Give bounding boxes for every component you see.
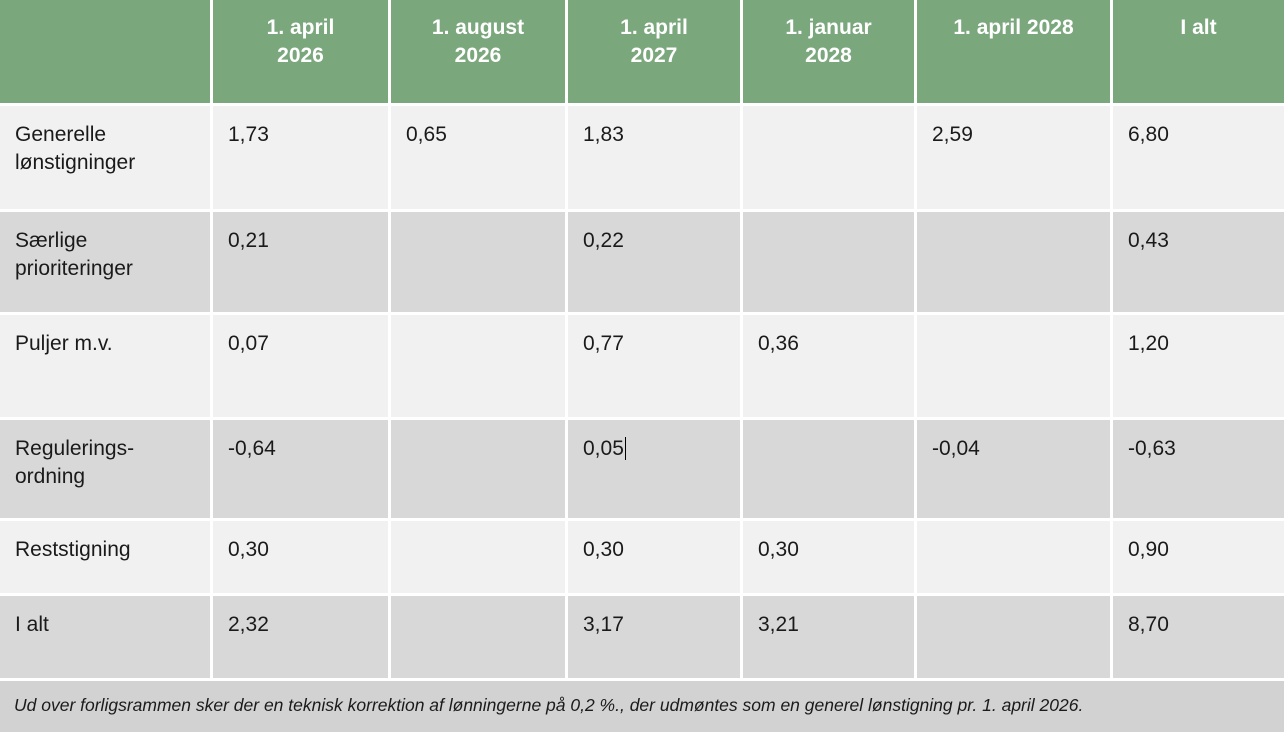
data-cell[interactable]: 1,83 bbox=[568, 106, 740, 209]
data-cell[interactable]: 0,05 bbox=[568, 420, 740, 518]
data-cell[interactable] bbox=[391, 596, 565, 678]
data-cell[interactable]: 0,22 bbox=[568, 212, 740, 312]
data-cell[interactable] bbox=[391, 521, 565, 593]
data-cell[interactable]: 0,21 bbox=[213, 212, 388, 312]
data-cell[interactable]: -0,63 bbox=[1113, 420, 1284, 518]
data-cell[interactable] bbox=[743, 212, 914, 312]
data-cell[interactable]: 0,77 bbox=[568, 315, 740, 417]
row-header[interactable]: Reststigning bbox=[0, 521, 210, 593]
data-cell[interactable]: 0,36 bbox=[743, 315, 914, 417]
data-cell[interactable]: 3,21 bbox=[743, 596, 914, 678]
column-header-apr-2028[interactable]: 1. april 2028 bbox=[917, 0, 1110, 103]
data-cell[interactable] bbox=[391, 420, 565, 518]
data-cell[interactable] bbox=[391, 315, 565, 417]
column-header-aug-2026[interactable]: 1. august 2026 bbox=[391, 0, 565, 103]
text-cursor bbox=[624, 437, 627, 460]
data-cell[interactable]: -0,04 bbox=[917, 420, 1110, 518]
data-cell[interactable]: 1,20 bbox=[1113, 315, 1284, 417]
data-cell[interactable] bbox=[391, 212, 565, 312]
column-header-apr-2027[interactable]: 1. april 2027 bbox=[568, 0, 740, 103]
data-cell[interactable]: 8,70 bbox=[1113, 596, 1284, 678]
row-header[interactable]: Regulerings-ordning bbox=[0, 420, 210, 518]
data-cell[interactable]: -0,64 bbox=[213, 420, 388, 518]
column-header-i-alt[interactable]: I alt bbox=[1113, 0, 1284, 103]
data-cell[interactable] bbox=[917, 212, 1110, 312]
data-cell[interactable]: 2,59 bbox=[917, 106, 1110, 209]
cell-text: 0,05 bbox=[583, 437, 624, 460]
data-cell[interactable]: 0,30 bbox=[743, 521, 914, 593]
data-cell[interactable]: 1,73 bbox=[213, 106, 388, 209]
column-header-apr-2026[interactable]: 1. april 2026 bbox=[213, 0, 388, 103]
row-header[interactable]: Generelle lønstigninger bbox=[0, 106, 210, 209]
data-cell[interactable] bbox=[743, 420, 914, 518]
data-cell[interactable] bbox=[917, 315, 1110, 417]
data-cell[interactable]: 3,17 bbox=[568, 596, 740, 678]
data-cell[interactable]: 0,43 bbox=[1113, 212, 1284, 312]
data-cell[interactable]: 2,32 bbox=[213, 596, 388, 678]
row-header[interactable]: I alt bbox=[0, 596, 210, 678]
row-header[interactable]: Særlige prioriteringer bbox=[0, 212, 210, 312]
data-cell[interactable]: 6,80 bbox=[1113, 106, 1284, 209]
row-header[interactable]: Puljer m.v. bbox=[0, 315, 210, 417]
data-cell[interactable]: 0,07 bbox=[213, 315, 388, 417]
column-header-empty[interactable] bbox=[0, 0, 210, 103]
data-cell[interactable]: 0,30 bbox=[568, 521, 740, 593]
table-footnote: Ud over forligsrammen sker der en teknis… bbox=[0, 681, 1284, 732]
data-cell[interactable] bbox=[917, 521, 1110, 593]
data-cell[interactable]: 0,65 bbox=[391, 106, 565, 209]
column-header-jan-2028[interactable]: 1. januar 2028 bbox=[743, 0, 914, 103]
data-cell[interactable]: 0,90 bbox=[1113, 521, 1284, 593]
data-cell[interactable]: 0,30 bbox=[213, 521, 388, 593]
data-cell[interactable] bbox=[917, 596, 1110, 678]
data-cell[interactable] bbox=[743, 106, 914, 209]
